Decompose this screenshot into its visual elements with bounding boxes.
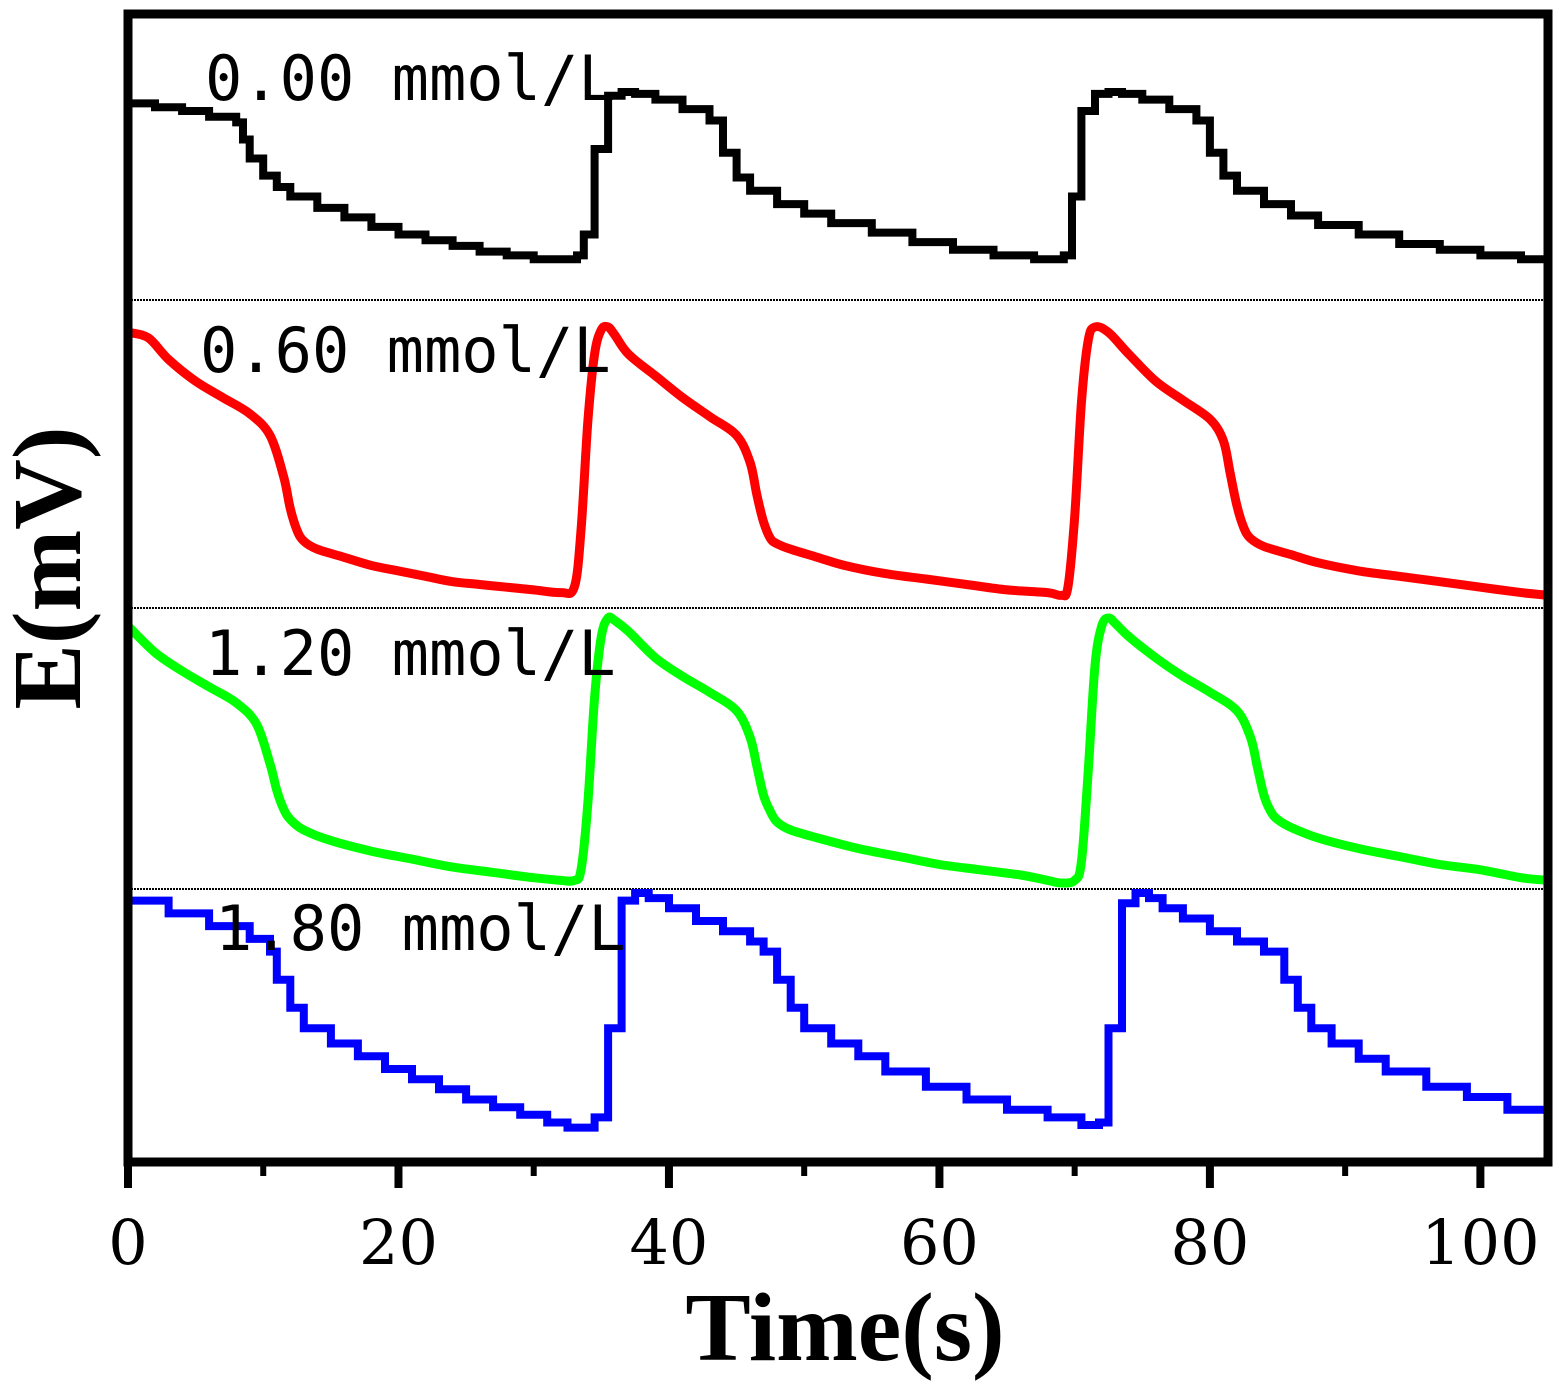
series-label-1: 0.00 mmol/L: [205, 42, 616, 115]
x-tick-label: 40: [629, 1206, 708, 1279]
series-label-3: 1.20 mmol/L: [205, 617, 616, 690]
x-tick-label: 100: [1421, 1206, 1539, 1279]
x-axis-title: Time(s): [685, 1274, 1004, 1382]
x-tick-label: 60: [900, 1206, 979, 1279]
series-line-3: [124, 612, 1549, 888]
series-line-1: [128, 88, 1552, 264]
plot-frame: [123, 9, 1553, 1167]
trace-separators: [128, 299, 1548, 890]
series-line-4: [128, 889, 1552, 1132]
series-line-2: [126, 321, 1549, 601]
x-ticks: 0 20 40 60 80 100: [108, 1162, 1540, 1279]
trace-labels: 0.00 mmol/L 0.60 mmol/L 1.20 mmol/L 1.80 mm…: [200, 42, 626, 965]
series-label-4: 1.80 mmol/L: [215, 892, 626, 965]
y-axis-title: E(mV): [0, 426, 102, 709]
traces: [124, 88, 1552, 1132]
x-tick-label: 0: [108, 1206, 147, 1279]
x-tick-label: 80: [1170, 1206, 1249, 1279]
series-label-2: 0.60 mmol/L: [200, 314, 611, 387]
x-tick-label: 20: [359, 1206, 438, 1279]
